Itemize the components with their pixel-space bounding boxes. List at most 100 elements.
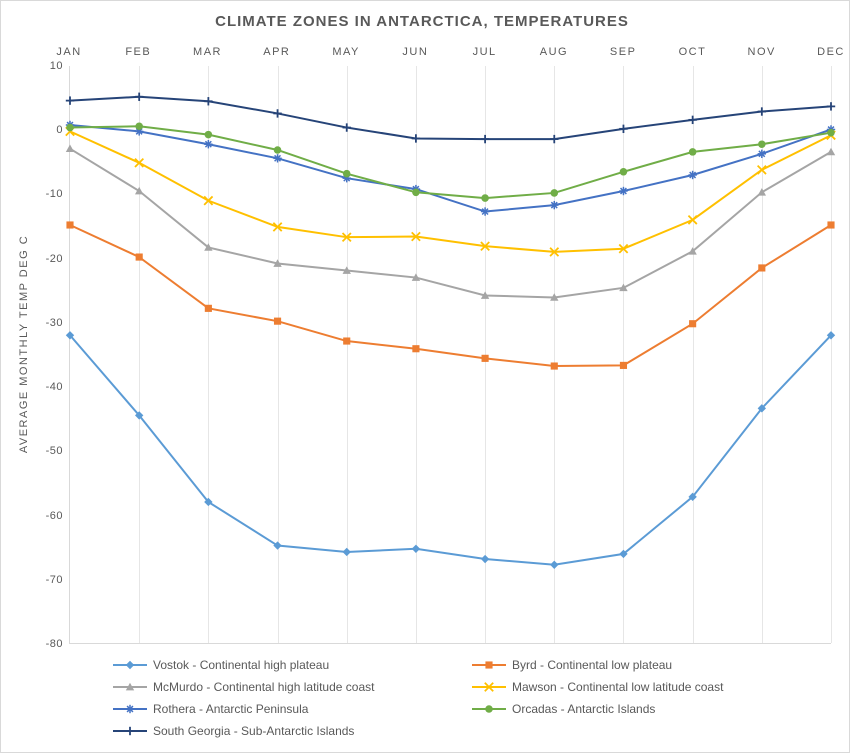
legend-swatch [113, 658, 147, 672]
series-marker [482, 355, 489, 362]
x-tick: MAY [332, 46, 360, 58]
x-tick: SEP [610, 46, 637, 58]
series-line [70, 335, 831, 565]
series-marker [481, 194, 489, 202]
series-marker [550, 201, 558, 209]
legend-item: Rothera - Antarctic Peninsula [113, 702, 472, 716]
series-marker [412, 345, 419, 352]
legend-label: Rothera - Antarctic Peninsula [153, 702, 308, 716]
chart-title: CLIMATE ZONES IN ANTARCTICA, TEMPERATURE… [13, 13, 831, 30]
series-marker [481, 555, 489, 563]
series-marker [273, 109, 281, 117]
series-marker [550, 561, 558, 569]
y-tick: -40 [46, 381, 63, 393]
x-tick: AUG [540, 46, 568, 58]
series-marker [550, 135, 558, 143]
series-marker [135, 93, 143, 101]
series-marker [204, 196, 212, 204]
y-tick: -10 [46, 188, 63, 200]
series-marker [551, 362, 558, 369]
y-tick: -70 [46, 574, 63, 586]
legend-swatch [113, 724, 147, 738]
legend-item: Mawson - Continental low latitude coast [472, 680, 831, 694]
series-marker [827, 129, 835, 137]
y-tick: 10 [50, 60, 63, 72]
series-marker [412, 189, 420, 197]
legend-label: Mawson - Continental low latitude coast [512, 680, 723, 694]
series-line [70, 97, 831, 139]
x-tick: MAR [193, 46, 222, 58]
legend-label: McMurdo - Continental high latitude coas… [153, 680, 374, 694]
legend-label: South Georgia - Sub-Antarctic Islands [153, 724, 354, 738]
y-tick: -80 [46, 638, 63, 650]
y-axis: 100-10-20-30-40-50-60-70-80 [35, 44, 69, 644]
series-marker [619, 125, 627, 133]
x-tick: FEB [125, 46, 151, 58]
y-tick: -20 [46, 253, 63, 265]
series-marker [135, 159, 143, 167]
series-marker [205, 131, 213, 139]
legend-label: Vostok - Continental high plateau [153, 658, 329, 672]
series-marker [758, 107, 766, 115]
series-marker [758, 150, 766, 158]
series-marker [274, 318, 281, 325]
x-tick: JUL [473, 46, 497, 58]
series-marker [343, 123, 351, 131]
legend: Vostok - Continental high plateau Byrd - … [13, 644, 831, 746]
x-tick: APR [263, 46, 290, 58]
series-marker [204, 97, 212, 105]
legend-item: Orcadas - Antarctic Islands [472, 702, 831, 716]
legend-swatch [113, 680, 147, 694]
chart-area: AVERAGE MONTHLY TEMP DEG C 100-10-20-30-… [13, 44, 831, 644]
legend-swatch [472, 658, 506, 672]
series-marker [343, 548, 351, 556]
series-marker [343, 170, 351, 178]
legend-item: South Georgia - Sub-Antarctic Islands [113, 724, 472, 738]
series-marker [689, 320, 696, 327]
series-line [70, 149, 831, 298]
x-tick: JAN [56, 46, 81, 58]
series-marker [481, 135, 489, 143]
legend-label: Orcadas - Antarctic Islands [512, 702, 655, 716]
series-marker [205, 305, 212, 312]
series-marker [619, 187, 627, 195]
series-marker [688, 116, 696, 124]
y-axis-label-wrap: AVERAGE MONTHLY TEMP DEG C [13, 44, 35, 644]
series-marker [688, 216, 696, 224]
series-marker [620, 168, 628, 176]
series-marker [274, 146, 282, 154]
legend-item: McMurdo - Continental high latitude coas… [113, 680, 472, 694]
legend-swatch [472, 702, 506, 716]
series-marker [758, 140, 766, 148]
y-tick: -30 [46, 317, 63, 329]
series-marker [550, 189, 558, 197]
series-marker [135, 187, 143, 195]
series-marker [827, 148, 835, 156]
series-marker [827, 102, 835, 110]
y-tick: -50 [46, 445, 63, 457]
series-marker [620, 362, 627, 369]
legend-swatch [113, 702, 147, 716]
legend-label: Byrd - Continental low plateau [512, 658, 672, 672]
x-axis: JANFEBMARAPRMAYJUNJULAUGSEPOCTNOVDEC [69, 44, 831, 66]
series-marker [758, 264, 765, 271]
chart-lines [70, 66, 831, 643]
series-line [70, 225, 831, 366]
x-tick: OCT [679, 46, 707, 58]
legend-swatch [472, 680, 506, 694]
series-marker [827, 221, 834, 228]
y-tick: -60 [46, 510, 63, 522]
series-marker [204, 140, 212, 148]
legend-item: Vostok - Continental high plateau [113, 658, 472, 672]
plot-area [69, 66, 831, 644]
series-marker [758, 188, 766, 196]
series-marker [688, 171, 696, 179]
series-marker [412, 545, 420, 553]
x-tick: DEC [817, 46, 845, 58]
series-marker [66, 221, 73, 228]
series-marker [412, 134, 420, 142]
series-marker [689, 148, 697, 156]
legend-item: Byrd - Continental low plateau [472, 658, 831, 672]
x-tick: JUN [402, 46, 428, 58]
series-marker [481, 207, 489, 215]
